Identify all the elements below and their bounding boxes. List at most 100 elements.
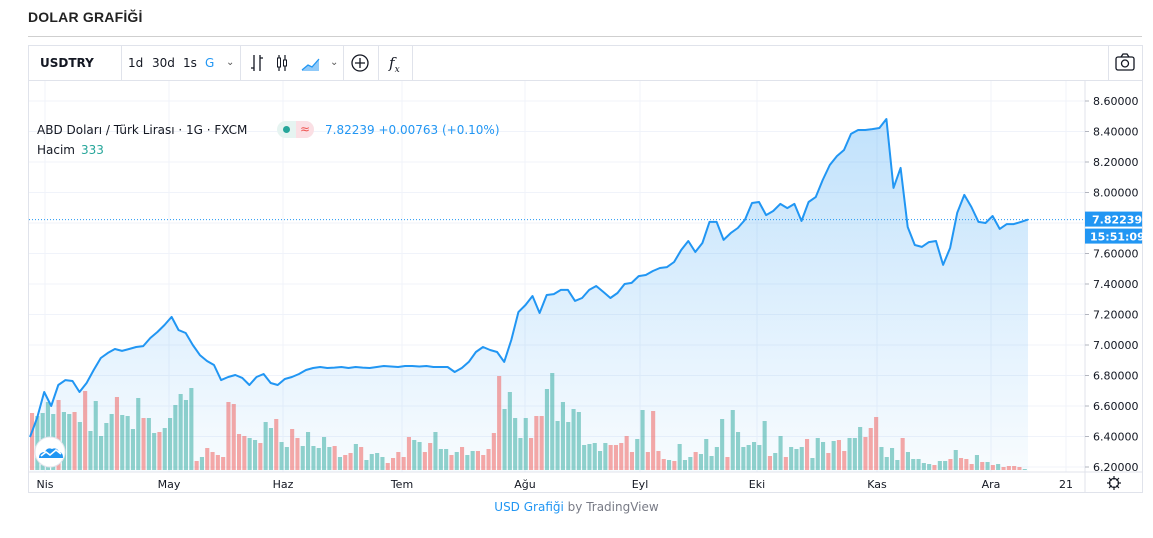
volume-bar <box>104 423 109 470</box>
volume-bar <box>93 401 98 470</box>
volume-bar <box>571 409 576 470</box>
volume-bar <box>109 414 114 470</box>
symbol-search-button[interactable]: USDTRY <box>40 56 94 70</box>
volume-bar <box>433 432 438 470</box>
volume-bar <box>672 461 677 470</box>
volume-bar <box>884 457 889 470</box>
volume-bar <box>720 419 725 470</box>
candles-icon[interactable] <box>275 46 291 80</box>
tradingview-logo-icon <box>34 436 66 468</box>
volume-bar <box>247 438 252 470</box>
y-tick-label: 7.60000 <box>1093 248 1139 261</box>
usd-chart-link[interactable]: USD Grafiği <box>494 500 564 514</box>
volume-bar <box>550 373 555 470</box>
volume-bar <box>805 439 810 470</box>
volume-bar <box>481 455 486 470</box>
volume-bar <box>268 428 273 470</box>
volume-bar <box>523 418 528 470</box>
volume-bar <box>932 465 937 470</box>
volume-bar <box>937 461 942 470</box>
bars-icon[interactable] <box>249 46 265 80</box>
volume-bar <box>406 437 411 470</box>
volume-bar <box>736 432 741 470</box>
y-tick-label: 6.20000 <box>1093 461 1139 474</box>
volume-bar <box>688 457 693 470</box>
plus-circle-icon[interactable] <box>349 46 371 80</box>
volume-bar <box>959 458 964 470</box>
x-tick-label: May <box>158 478 181 491</box>
volume-bar <box>385 463 390 470</box>
range-1s-button[interactable]: 1s <box>183 56 197 70</box>
range-30d-button[interactable]: 30d <box>152 56 175 70</box>
chart-widget: USDTRY 1d 30d 1s G ⌄ ⌄ fx <box>28 45 1143 493</box>
last-price-label-bg <box>1085 211 1142 227</box>
range-1d-button[interactable]: 1d <box>128 56 144 70</box>
volume-bar <box>444 449 449 470</box>
volume-bar <box>698 454 703 470</box>
volume-bar <box>879 447 884 470</box>
logo-wave <box>40 448 62 457</box>
volume-bar <box>714 447 719 470</box>
volume-bar <box>560 402 565 470</box>
volume-bar <box>449 455 454 470</box>
volume-bar <box>693 452 698 470</box>
divider <box>1108 46 1109 80</box>
volume-bar <box>619 443 624 470</box>
volume-bar <box>783 457 788 470</box>
chevron-down-icon[interactable]: ⌄ <box>330 57 339 68</box>
volume-bar <box>316 448 321 470</box>
x-tick-label: 21 <box>1059 478 1073 491</box>
volume-bar <box>890 448 895 470</box>
x-tick-label: Ara <box>982 478 1001 491</box>
volume-bar <box>518 438 523 470</box>
footer: USD Grafiği by TradingView <box>0 500 1153 514</box>
divider <box>240 46 241 80</box>
volume-bar <box>391 458 396 470</box>
volume-bar <box>157 432 162 470</box>
y-tick-label: 8.20000 <box>1093 156 1139 169</box>
volume-bar <box>507 392 512 470</box>
settings-gear-icon[interactable] <box>1107 476 1121 490</box>
volume-bar <box>152 433 157 470</box>
volume-bar <box>183 400 188 470</box>
volume-bar <box>279 442 284 470</box>
volume-bar <box>927 464 932 470</box>
volume-bar <box>178 394 183 470</box>
volume-bar <box>868 428 873 470</box>
volume-bar <box>916 459 921 470</box>
camera-icon[interactable] <box>1115 46 1135 80</box>
volume-bar <box>114 397 119 470</box>
volume-bar <box>709 456 714 470</box>
volume-bar <box>353 444 358 470</box>
volume-bar <box>778 436 783 470</box>
volume-bar <box>146 418 151 470</box>
volume-bar <box>67 414 72 470</box>
volume-bar <box>799 447 804 470</box>
volume-bar <box>83 391 88 470</box>
volume-bar <box>454 452 459 470</box>
volume-bar <box>842 451 847 470</box>
volume-bar <box>566 422 571 470</box>
volume-bar <box>603 443 608 470</box>
volume-bar <box>773 453 778 470</box>
volume-bar <box>253 440 258 470</box>
area-chart-icon[interactable] <box>301 46 321 80</box>
chevron-down-icon[interactable]: ⌄ <box>226 57 235 68</box>
volume-bar <box>661 459 666 470</box>
volume-bar <box>852 438 857 470</box>
volume-bar <box>168 418 173 470</box>
volume-bar <box>258 443 263 470</box>
x-tick-label: Eyl <box>632 478 649 491</box>
x-tick-label: Ağu <box>514 478 535 491</box>
volume-bar <box>491 433 496 470</box>
y-tick-label: 7.40000 <box>1093 278 1139 291</box>
fx-icon[interactable]: fx <box>389 54 400 75</box>
volume-bar <box>88 431 93 470</box>
volume-bar <box>311 446 316 470</box>
volume-bar <box>263 422 268 470</box>
volume-bar <box>173 405 178 470</box>
volume-bar <box>874 417 879 470</box>
x-tick-label: Nis <box>36 478 53 491</box>
range-g-button[interactable]: G <box>205 56 215 70</box>
